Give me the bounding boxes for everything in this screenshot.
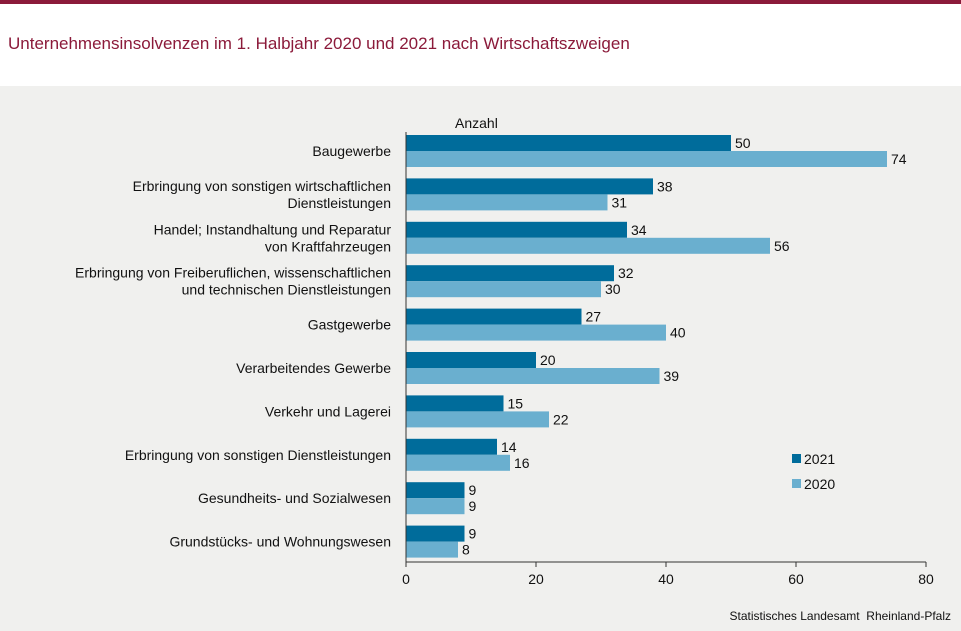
- value-label-2021-3: 34: [631, 222, 647, 238]
- category-label-6: Verarbeitendes Gewerbe: [236, 360, 391, 376]
- bar-2021-6: [406, 352, 536, 368]
- value-label-2020-5: 40: [670, 325, 686, 341]
- bar-2020-9: [406, 498, 465, 515]
- category-label-2-line-1: Erbringung von sonstigen wirtschaftliche…: [133, 178, 391, 194]
- bar-2021-9: [406, 482, 465, 499]
- value-label-2021-2: 38: [657, 178, 673, 194]
- category-label-3-line-1: Handel; Instandhaltung und Reparatur: [154, 221, 392, 237]
- value-label-2021-4: 32: [618, 265, 634, 281]
- x-axis-title: Anzahl: [455, 115, 498, 131]
- x-tick-label-20: 20: [528, 571, 544, 587]
- bar-2021-4: [406, 265, 614, 282]
- bar-2020-8: [406, 454, 510, 471]
- category-label-7: Verkehr und Lagerei: [265, 403, 391, 419]
- value-label-2020-7: 22: [553, 411, 569, 427]
- x-tick-label-60: 60: [788, 571, 804, 587]
- category-label-9: Gesundheits- und Sozialwesen: [198, 490, 391, 506]
- bar-2020-4: [406, 281, 601, 298]
- bar-2021-7: [406, 395, 504, 412]
- value-label-2021-9: 9: [469, 482, 477, 498]
- value-label-2021-5: 27: [586, 309, 602, 325]
- value-label-2020-6: 39: [664, 368, 680, 384]
- value-label-2021-7: 15: [508, 395, 524, 411]
- bar-2020-3: [406, 237, 770, 254]
- category-label-5: Gastgewerbe: [308, 317, 391, 333]
- value-label-2020-4: 30: [605, 281, 621, 297]
- x-tick-label-80: 80: [918, 571, 934, 587]
- bar-2021-3: [406, 221, 627, 238]
- legend-label-2020: 2020: [804, 476, 835, 492]
- top-rule: [0, 0, 961, 4]
- bar-2020-2: [406, 194, 608, 211]
- value-label-2020-3: 56: [774, 238, 790, 254]
- bar-2021-1: [406, 135, 731, 151]
- bar-2020-1: [406, 151, 887, 167]
- source-note: Statistisches Landesamt Rheinland-Pfalz: [729, 609, 951, 623]
- category-label-3-line-2: von Kraftfahrzeugen: [265, 238, 391, 254]
- category-label-8: Erbringung von sonstigen Dienstleistunge…: [125, 447, 391, 463]
- category-label-4-line-2: und technischen Dienstleistungen: [182, 282, 391, 298]
- value-label-2020-8: 16: [514, 455, 530, 471]
- category-label-2-line-2: Dienstleistungen: [287, 195, 391, 211]
- bar-2020-5: [406, 324, 666, 341]
- category-label-4-line-1: Erbringung von Freiberuflichen, wissensc…: [75, 265, 391, 281]
- value-label-2020-2: 31: [612, 194, 628, 210]
- x-tick-label-0: 0: [402, 571, 410, 587]
- x-tick-label-40: 40: [658, 571, 674, 587]
- legend-swatch-2020: [792, 479, 801, 488]
- category-label-10: Grundstücks- und Wohnungswesen: [169, 534, 391, 550]
- bar-2021-5: [406, 308, 582, 325]
- header: Unternehmensinsolvenzen im 1. Halbjahr 2…: [0, 4, 961, 86]
- bar-2021-2: [406, 178, 653, 195]
- bar-2020-7: [406, 411, 549, 428]
- chart-title: Unternehmensinsolvenzen im 1. Halbjahr 2…: [8, 34, 630, 53]
- value-label-2021-8: 14: [501, 439, 517, 455]
- value-label-2021-1: 50: [735, 135, 751, 151]
- value-label-2020-9: 9: [469, 498, 477, 514]
- category-label-1: Baugewerbe: [312, 143, 391, 159]
- value-label-2020-10: 8: [462, 542, 470, 558]
- legend-swatch-2021: [792, 454, 801, 463]
- value-label-2021-6: 20: [540, 352, 556, 368]
- bar-2021-8: [406, 438, 497, 455]
- bar-2020-6: [406, 368, 660, 384]
- value-label-2020-1: 74: [891, 151, 907, 167]
- value-label-2021-10: 9: [469, 526, 477, 542]
- bar-2021-10: [406, 525, 465, 542]
- bar-2020-10: [406, 541, 458, 558]
- legend-label-2021: 2021: [804, 451, 835, 467]
